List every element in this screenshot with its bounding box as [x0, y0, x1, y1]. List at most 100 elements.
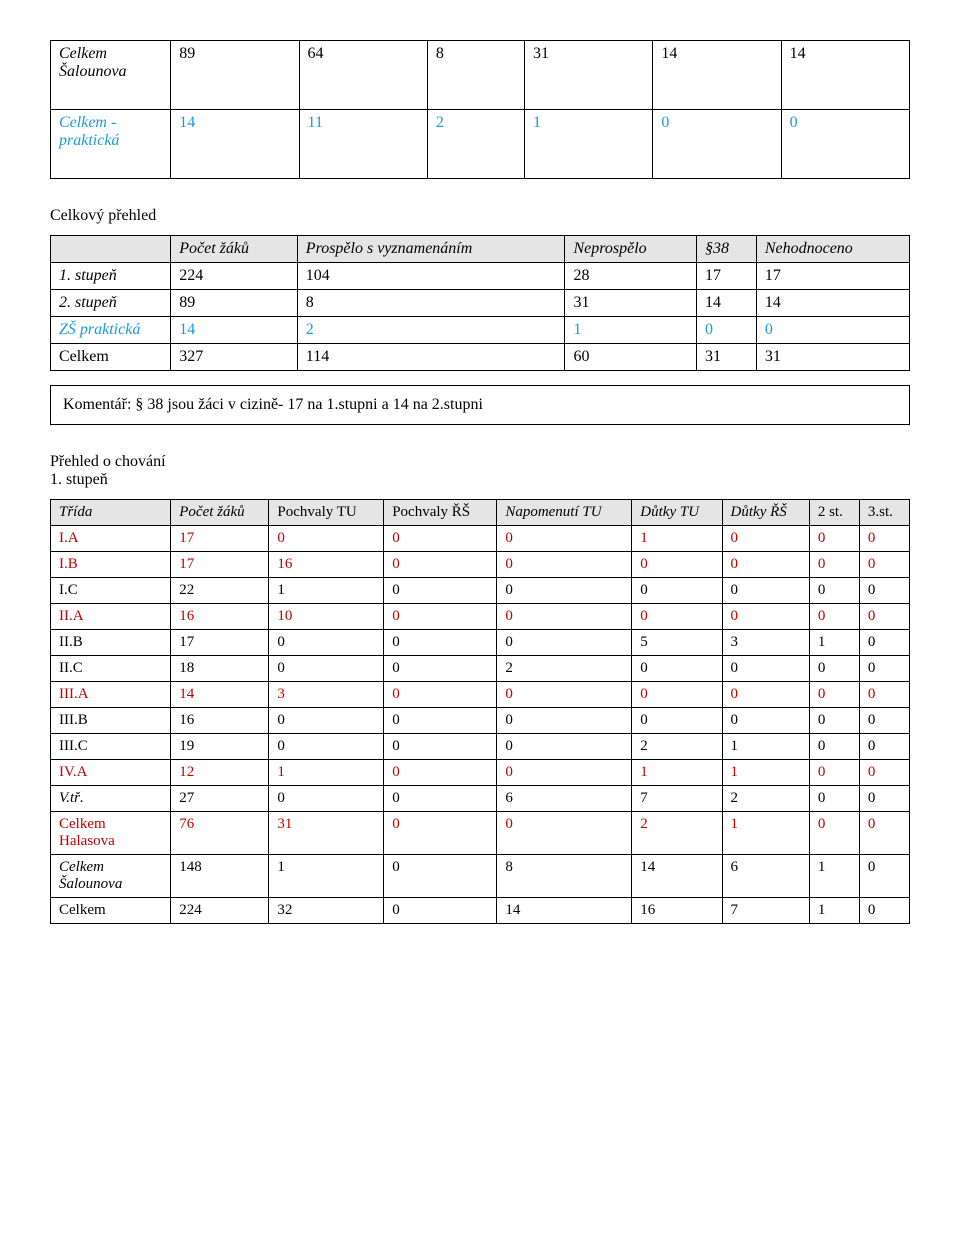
cell: 327 [171, 344, 298, 371]
table-row: Celkem 327 114 60 31 31 [51, 344, 910, 371]
cell: 22 [171, 578, 269, 604]
col-header: Napomenutí TU [497, 500, 632, 526]
cell: 7 [722, 898, 809, 924]
cell: 17 [171, 552, 269, 578]
overview-title: Celkový přehled [50, 207, 910, 225]
col-header: Počet žáků [171, 236, 298, 263]
cell: 6 [497, 786, 632, 812]
cell: 2 [497, 656, 632, 682]
cell: 0 [497, 526, 632, 552]
cell: 16 [269, 552, 384, 578]
cell: 31 [565, 290, 697, 317]
cell: 0 [269, 708, 384, 734]
cell: 0 [384, 898, 497, 924]
cell: 32 [269, 898, 384, 924]
cell: 0 [809, 682, 859, 708]
cell: 14 [756, 290, 909, 317]
cell: 1 [632, 526, 722, 552]
row-label: III.A [59, 686, 89, 702]
cell: 0 [269, 526, 384, 552]
table-row: I.A170001000 [51, 526, 910, 552]
cell: 0 [809, 708, 859, 734]
row-label: II.A [59, 608, 84, 624]
col-header: Důtky TU [632, 500, 722, 526]
row-label: I.C [59, 582, 78, 598]
cell: 0 [384, 552, 497, 578]
cell: 17 [697, 263, 757, 290]
cell: 0 [497, 578, 632, 604]
cell: 14 [632, 855, 722, 898]
row-label: Celkem Šalounova [59, 45, 127, 80]
cell: 0 [384, 708, 497, 734]
col-header [51, 236, 171, 263]
cell: 0 [269, 630, 384, 656]
table-row: III.B160000000 [51, 708, 910, 734]
cell: 76 [171, 812, 269, 855]
cell: 0 [859, 552, 909, 578]
cell: 14 [653, 41, 781, 110]
cell: 0 [497, 760, 632, 786]
cell: 3 [269, 682, 384, 708]
cell: 17 [171, 630, 269, 656]
cell: 0 [697, 317, 757, 344]
behavior-title: Přehled o chování [50, 453, 910, 471]
cell: 1 [269, 578, 384, 604]
cell: 18 [171, 656, 269, 682]
cell: 1 [722, 760, 809, 786]
cell: 0 [809, 734, 859, 760]
row-label: Celkem - praktická [59, 114, 119, 149]
cell: 0 [722, 552, 809, 578]
cell: 1 [722, 812, 809, 855]
cell: 0 [632, 656, 722, 682]
cell: 0 [722, 578, 809, 604]
cell: 0 [809, 656, 859, 682]
table-row: V.tř.270067200 [51, 786, 910, 812]
cell: 12 [171, 760, 269, 786]
row-label: Celkem [59, 348, 109, 365]
cell: 8 [297, 290, 565, 317]
cell: 0 [497, 604, 632, 630]
table-row: I.C221000000 [51, 578, 910, 604]
col-header: Neprospělo [565, 236, 697, 263]
cell: 0 [722, 526, 809, 552]
cell: 0 [722, 708, 809, 734]
cell: 0 [632, 604, 722, 630]
cell: 5 [632, 630, 722, 656]
cell: 1 [525, 110, 653, 179]
cell: 0 [384, 786, 497, 812]
cell: 0 [859, 656, 909, 682]
cell: 0 [722, 656, 809, 682]
cell: 2 [722, 786, 809, 812]
cell: 17 [756, 263, 909, 290]
cell: 0 [497, 812, 632, 855]
cell: 0 [497, 552, 632, 578]
cell: 6 [722, 855, 809, 898]
cell: 0 [859, 526, 909, 552]
cell: 0 [809, 786, 859, 812]
cell: 8 [497, 855, 632, 898]
row-label: I.A [59, 530, 79, 546]
row-label: ZŠ praktická [59, 321, 140, 338]
cell: 2 [427, 110, 524, 179]
cell: 31 [525, 41, 653, 110]
cell: 60 [565, 344, 697, 371]
cell: 148 [171, 855, 269, 898]
cell: 14 [171, 682, 269, 708]
row-label: II.C [59, 660, 83, 676]
row-label: IV.A [59, 764, 87, 780]
table-row: Celkem Šalounova14810814610 [51, 855, 910, 898]
row-label: III.B [59, 712, 88, 728]
cell: 0 [632, 578, 722, 604]
table-row: 1. stupeň 224 104 28 17 17 [51, 263, 910, 290]
cell: 8 [427, 41, 524, 110]
cell: 1 [565, 317, 697, 344]
cell: 16 [171, 604, 269, 630]
table-row: III.C190002100 [51, 734, 910, 760]
cell: 14 [697, 290, 757, 317]
cell: 10 [269, 604, 384, 630]
table-row: Celkem2243201416710 [51, 898, 910, 924]
cell: 31 [269, 812, 384, 855]
cell: 1 [722, 734, 809, 760]
cell: 0 [497, 708, 632, 734]
row-label: I.B [59, 556, 78, 572]
